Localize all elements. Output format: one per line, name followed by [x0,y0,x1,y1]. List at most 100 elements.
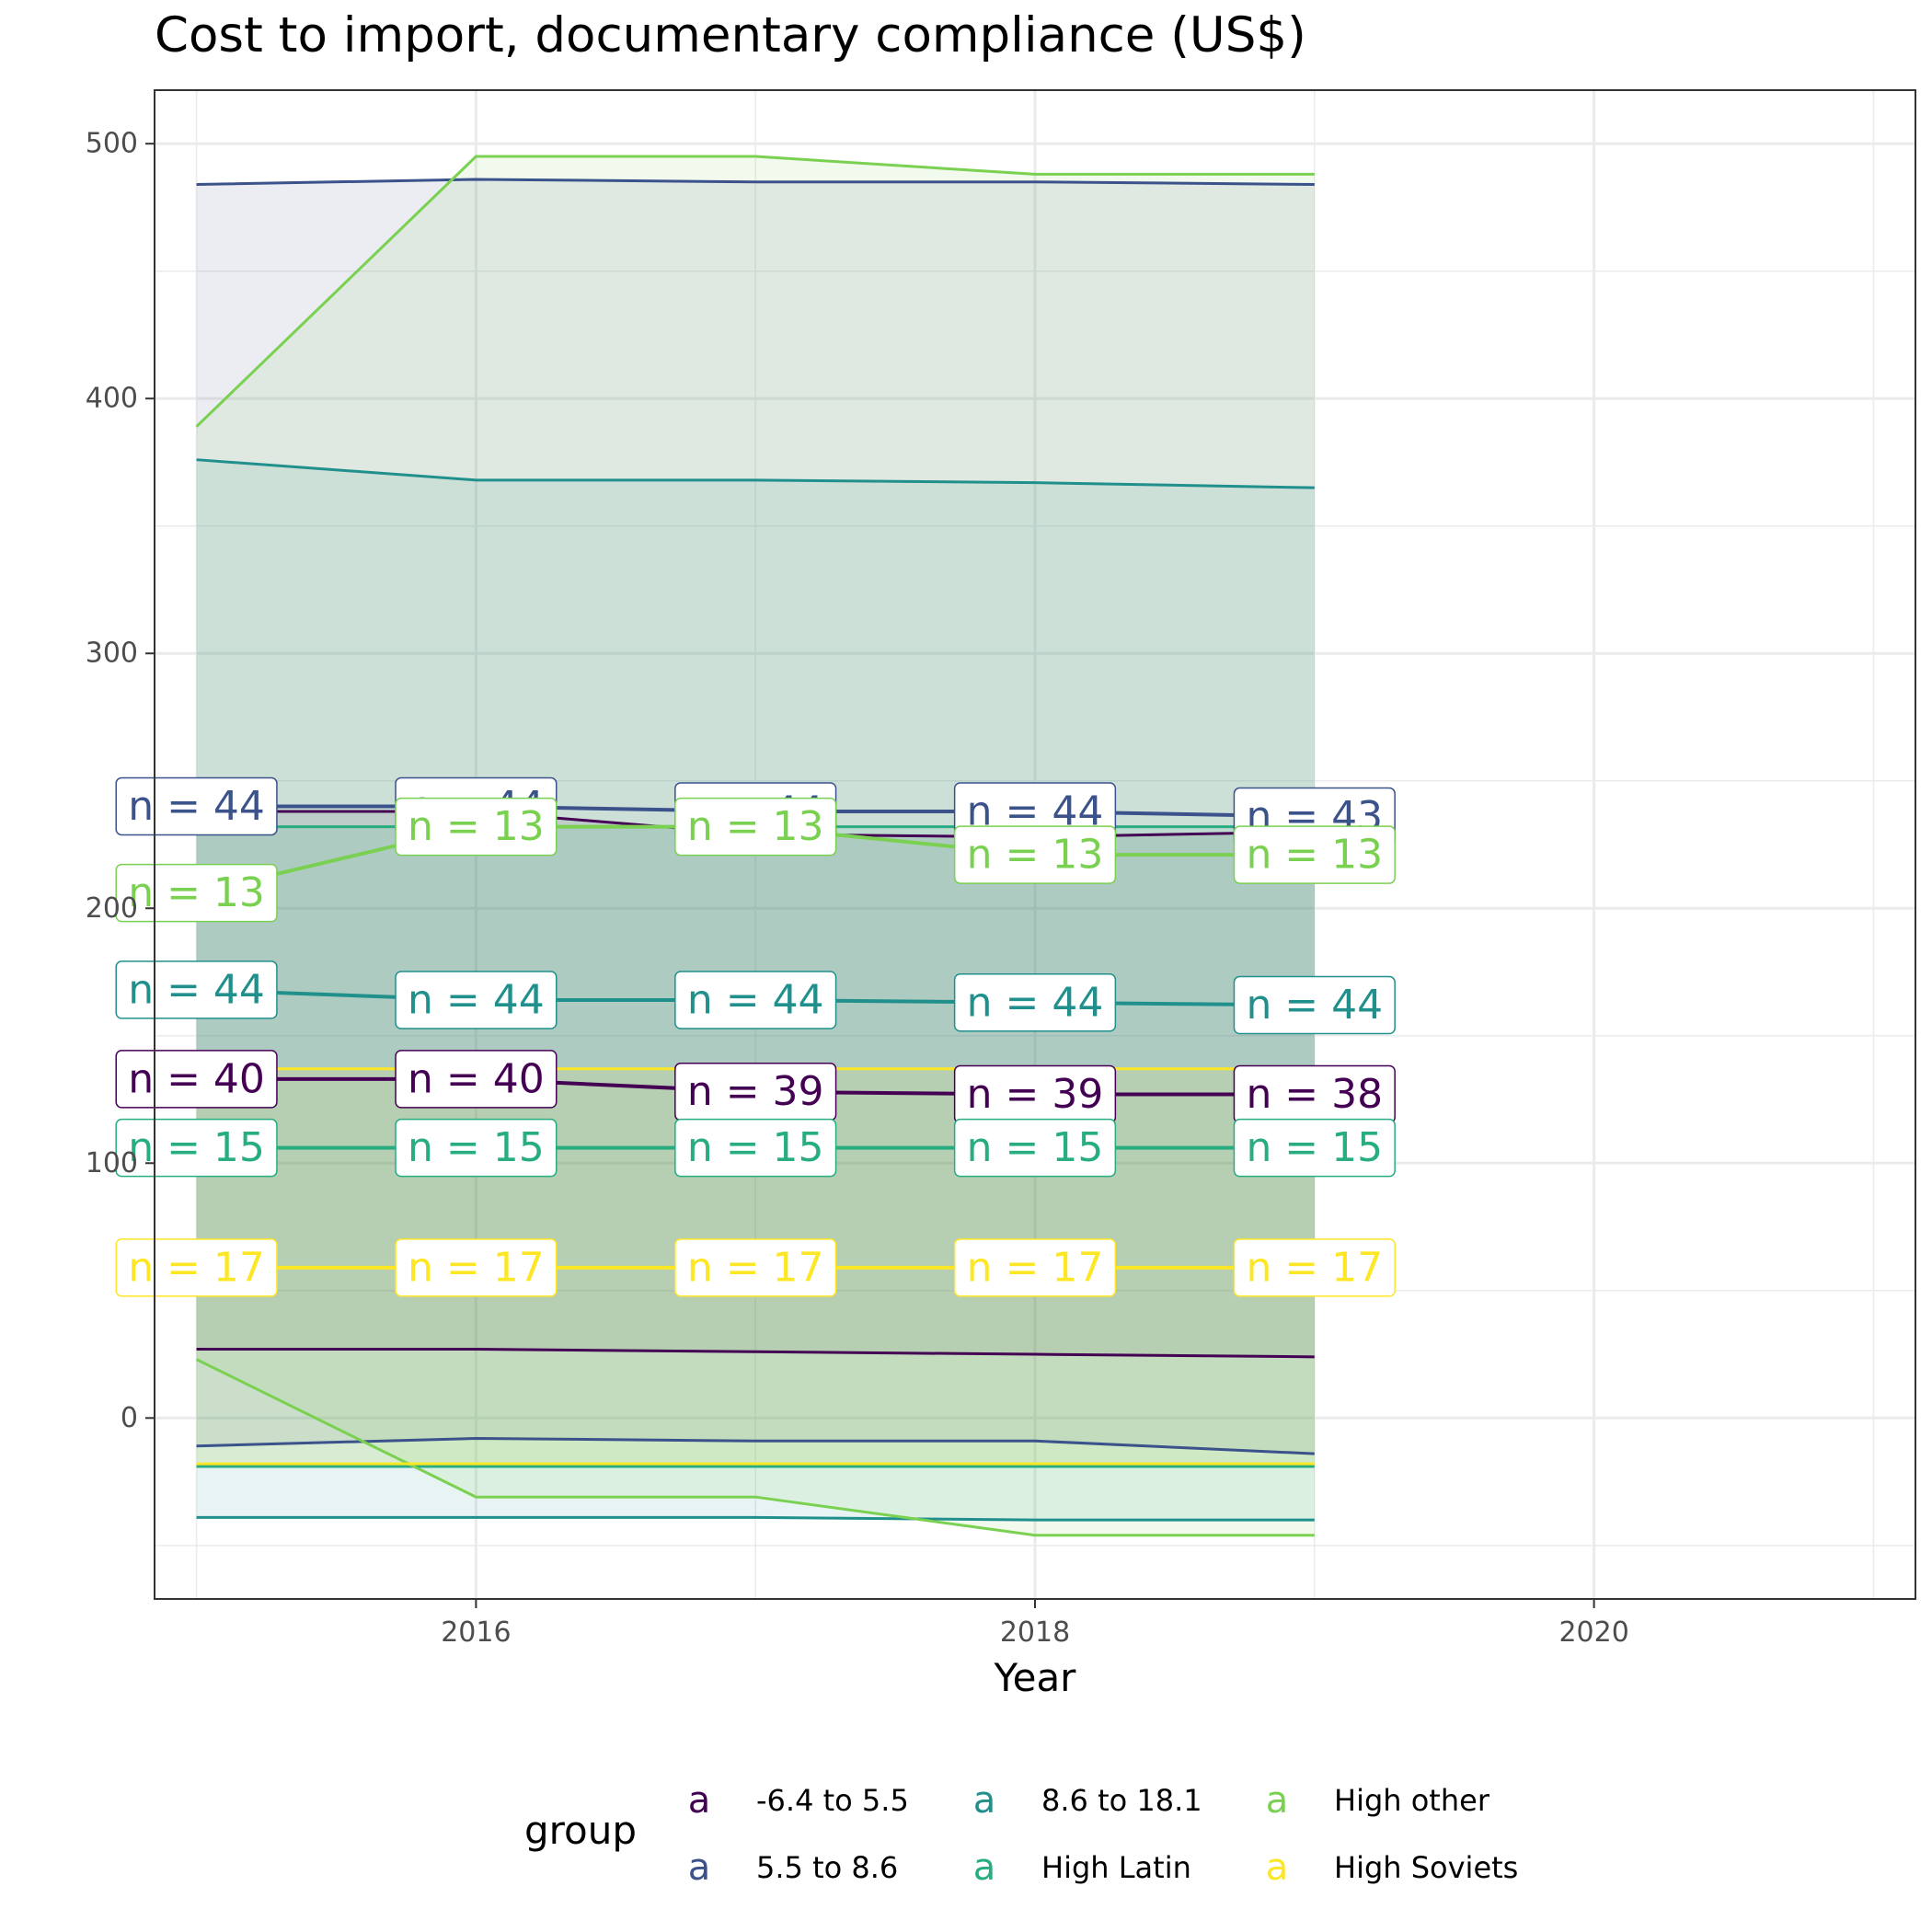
count-label: n = 39 [953,1064,1117,1124]
count-label: n = 40 [115,1050,278,1109]
legend-key: a [688,1779,711,1822]
count-label-box [115,960,278,1019]
count-label-text: n = 17 [408,1244,545,1291]
x-tick-label: 2016 [441,1616,511,1649]
count-label-text: n = 44 [128,783,265,830]
legend-key: a [973,1846,996,1889]
count-label-text: n = 15 [967,1124,1104,1171]
count-label: n = 15 [395,1118,558,1178]
legend-key: a [973,1779,996,1822]
count-label-box [953,973,1117,1032]
count-label: n = 38 [1233,1064,1396,1124]
count-label: n = 15 [674,1118,837,1178]
count-label: n = 17 [115,1238,278,1297]
count-label-box [115,1118,278,1178]
count-label-text: n = 40 [128,1055,265,1102]
count-label: n = 13 [1233,825,1396,884]
count-label: n = 13 [115,863,278,923]
count-label-box [395,797,558,857]
count-label-text: n = 39 [687,1068,824,1115]
count-label: n = 15 [953,1118,1117,1178]
count-label-text: n = 44 [1246,982,1383,1029]
count-label: n = 44 [115,776,278,836]
legend-label: 5.5 to 8.6 [756,1850,898,1885]
count-label-box [1233,1118,1396,1178]
count-label-text: n = 13 [128,869,265,916]
count-label-text: n = 17 [1246,1244,1383,1291]
count-label-box [674,797,837,857]
count-label: n = 15 [1233,1118,1396,1178]
count-label-text: n = 13 [1246,832,1383,879]
lower-bound-line--6.4 to 5.5 [196,1348,1315,1359]
count-label: n = 17 [395,1238,558,1297]
lower-bound-line-8.6 to 18.1 [196,1515,1315,1522]
count-label-box [115,1050,278,1109]
count-label: n = 13 [953,825,1117,884]
count-label: n = 44 [115,960,278,1019]
y-tick-label: 0 [121,1402,138,1434]
count-label: n = 39 [674,1062,837,1121]
count-label-box [953,1238,1117,1297]
count-label-box [115,1238,278,1297]
count-label: n = 15 [115,1118,278,1178]
y-tick-label: 100 [86,1147,138,1179]
lower-bound-line-High other [195,1358,1315,1537]
count-label-text: n = 39 [967,1071,1104,1118]
legend-key: a [1266,1846,1289,1889]
count-label-text: n = 44 [128,966,265,1013]
legend: group a -6.4 to 5.5 a 5.5 to 8.6 a 8.6 to 18.… [524,1779,1518,1889]
count-label-text: n = 15 [408,1124,545,1171]
count-label-text: n = 13 [408,803,545,850]
count-label-text: n = 15 [128,1124,265,1171]
legend-label: High Latin [1041,1850,1191,1885]
count-label: n = 44 [395,971,558,1029]
count-label-box [953,1118,1117,1178]
legend-key: a [1266,1779,1289,1822]
count-label-box [953,825,1117,884]
count-label: n = 44 [1233,975,1396,1035]
lower-bound-line-5.5 to 8.6 [196,1436,1315,1455]
count-label: n = 17 [674,1238,837,1297]
legend-label: High Soviets [1334,1850,1518,1885]
count-label: n = 17 [1233,1238,1396,1297]
x-axis-title: Year [994,1655,1077,1700]
x-tick-label: 2018 [1000,1616,1070,1649]
count-label-box [395,1118,558,1178]
y-tick-label: 500 [86,128,138,160]
legend-title: group [524,1808,637,1853]
count-label-text: n = 15 [687,1124,824,1171]
count-label-text: n = 17 [967,1244,1104,1291]
y-tick-label: 400 [86,383,138,415]
count-label-text: n = 44 [967,979,1104,1026]
count-label-box [674,1238,837,1297]
count-label: n = 13 [395,797,558,857]
count-label-box [1233,975,1396,1035]
count-label-box [1233,1238,1396,1297]
x-tick-label: 2020 [1558,1616,1628,1649]
count-label: n = 40 [395,1050,558,1109]
count-label-text: n = 44 [687,976,824,1023]
count-label-box [1233,825,1396,884]
count-label-text: n = 15 [1246,1124,1383,1171]
legend-label: -6.4 to 5.5 [756,1783,909,1818]
legend-key: a [688,1846,711,1889]
count-label-text: n = 17 [687,1244,824,1291]
y-tick-label: 300 [86,638,138,670]
count-labels: n = 40 n = 40 n = 39 n = 39 n = 38 n = 44 n = … [115,776,1396,1297]
count-label: n = 13 [674,797,837,857]
count-label: n = 44 [674,971,837,1029]
upper-bound-line-High other [195,155,1315,428]
count-label-box [395,1050,558,1109]
legend-label: 8.6 to 18.1 [1041,1783,1202,1818]
count-label-box [395,1238,558,1297]
count-label-text: n = 40 [408,1055,545,1102]
axes: 0 100 200 300 400 500 2016 2018 2020 [86,128,1629,1649]
count-label-box [674,1118,837,1178]
count-label: n = 44 [953,973,1117,1032]
count-label-text: n = 38 [1246,1071,1383,1118]
y-tick-label: 200 [86,892,138,925]
count-label-text: n = 44 [408,976,545,1023]
count-label: n = 17 [953,1238,1117,1297]
count-label-box [395,971,558,1029]
